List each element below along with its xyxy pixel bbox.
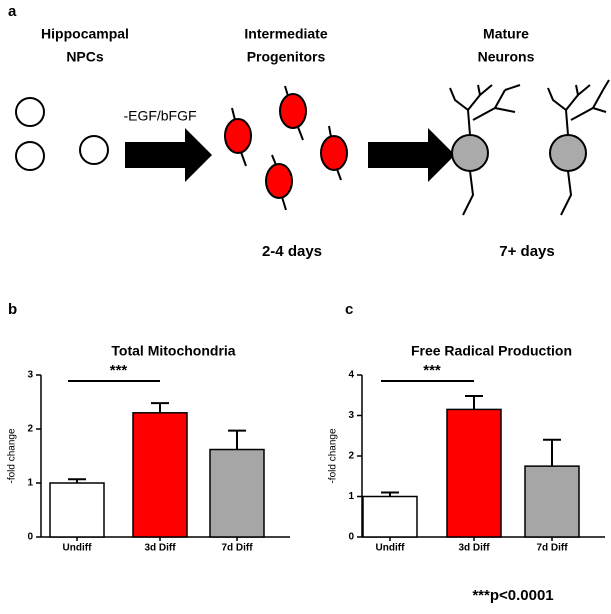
panel-label: b [8,301,17,318]
chart-title: Total Mitochondria [111,343,235,359]
y-tick-label: 1 [348,491,354,502]
y-axis-label: -fold change [7,428,18,483]
x-tick-label: 7d Diff [536,543,568,554]
stage-label: NPCs [66,49,104,65]
stage-label: Mature [483,26,529,42]
bar [362,495,418,538]
time-label: 2-4 days [262,243,322,260]
panel-label: c [345,301,353,318]
npc-cells [15,97,109,171]
x-tick-label: Undiff [376,543,406,554]
y-tick-label: 3 [27,370,33,381]
x-tick-label: 3d Diff [144,543,176,554]
significance-label: *** [110,362,128,379]
x-tick-label: Undiff [63,543,93,554]
x-tick-label: 3d Diff [458,543,490,554]
arrow [368,128,455,182]
chart-title: Free Radical Production [411,343,572,359]
y-tick-label: 2 [27,424,33,435]
y-tick-label: 3 [348,410,354,421]
y-axis-label: -fold change [328,428,339,483]
significance-label: *** [423,362,441,379]
stage-label: Intermediate [244,26,327,42]
bar [49,482,105,538]
bar [524,465,580,538]
bar [209,448,265,538]
time-label: 7+ days [499,243,554,260]
bar [446,408,502,538]
y-tick-label: 2 [348,451,354,462]
y-tick-label: 1 [27,478,33,489]
y-tick-label: 0 [27,532,33,543]
treatment-label: -EGF/bFGF [123,108,196,124]
panel-label: a [8,3,17,20]
y-tick-label: 4 [348,370,354,381]
neurons [449,79,610,216]
stage-label: Neurons [478,49,535,65]
stage-label: Progenitors [247,49,326,65]
bar [132,412,188,538]
arrow [125,128,212,182]
stage-label: Hippocampal [41,26,129,42]
footnote: ***p<0.0001 [472,587,553,604]
progenitor-cells [224,85,348,211]
y-tick-label: 0 [348,532,354,543]
x-tick-label: 7d Diff [221,543,253,554]
